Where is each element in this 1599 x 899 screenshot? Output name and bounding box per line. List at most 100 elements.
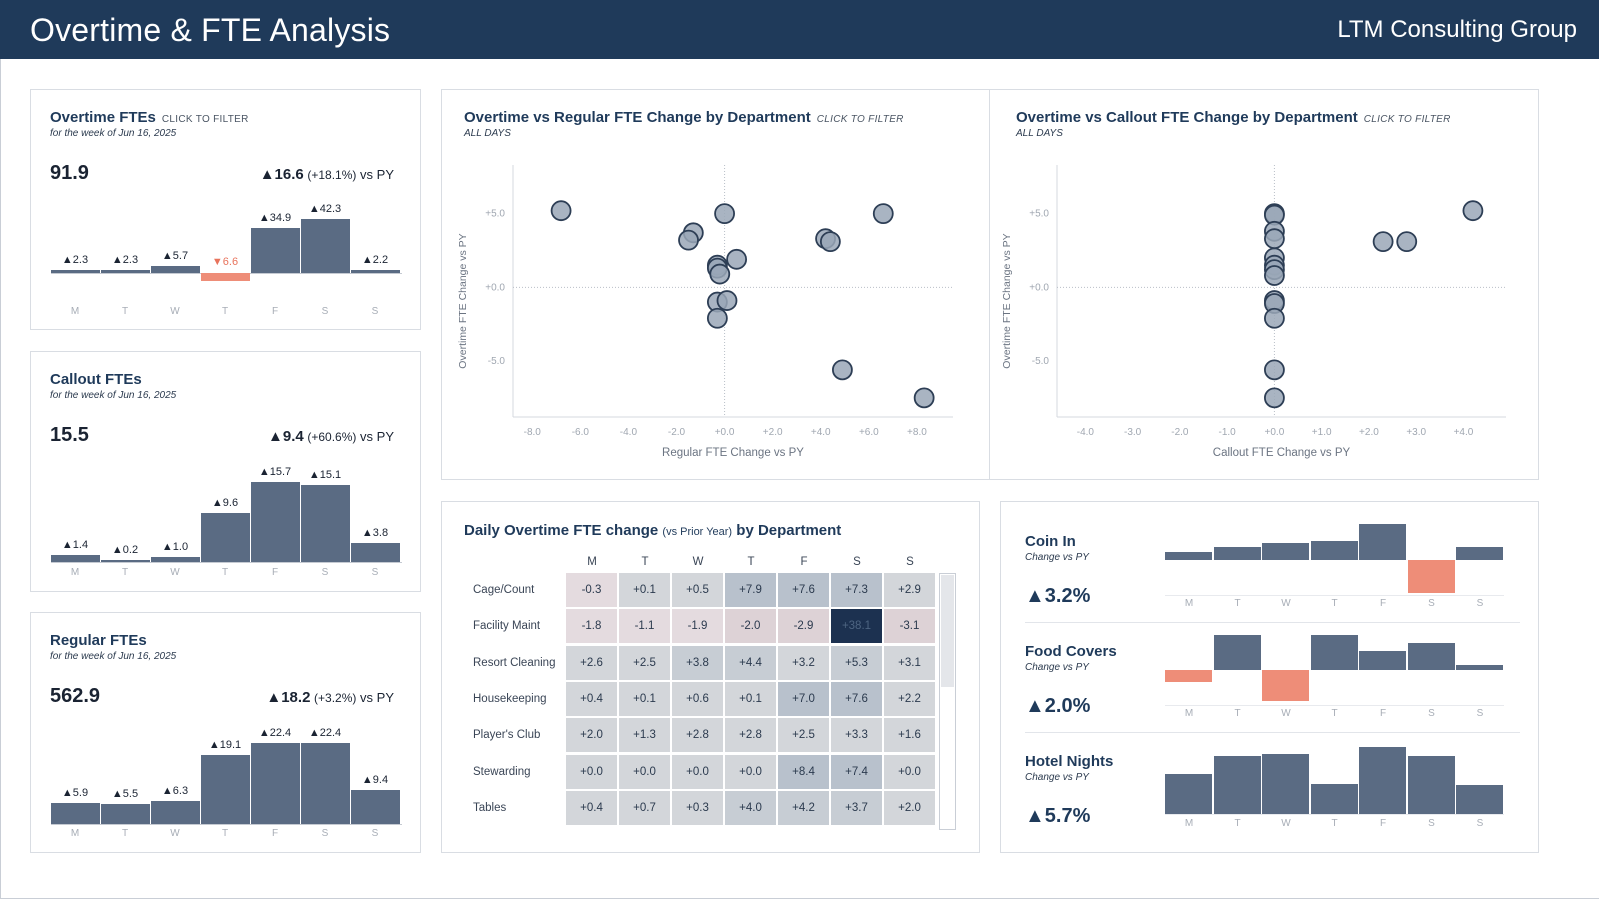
day-bar[interactable] (201, 273, 250, 282)
department-point[interactable] (714, 203, 735, 225)
heatmap-cell[interactable]: +0.1 (619, 573, 671, 608)
day-bar[interactable] (201, 513, 250, 562)
day-bar[interactable] (301, 743, 350, 824)
heatmap-cell[interactable]: +0.7 (619, 790, 671, 826)
kpi-day-bar[interactable] (1213, 546, 1261, 560)
day-bar[interactable] (101, 560, 150, 562)
department-point[interactable] (1264, 265, 1285, 286)
day-bar[interactable] (51, 554, 100, 562)
scatter-regular-plot[interactable]: -8.0 -6.0 -4.0 -2.0 +0.0 +2.0 +4.0 +6.0 +8.0 +5.0… (442, 90, 991, 481)
department-point[interactable] (819, 231, 841, 253)
heatmap-cell[interactable]: -0.3 (566, 573, 618, 608)
kpi-day-bar[interactable] (1310, 540, 1358, 560)
heatmap-cell[interactable]: +3.2 (778, 645, 830, 681)
day-bar[interactable] (251, 228, 300, 273)
heatmap-cell[interactable]: +2.0 (566, 718, 618, 754)
department-point[interactable] (726, 248, 748, 270)
department-point[interactable] (1264, 307, 1285, 329)
kpi-day-bar[interactable] (1310, 635, 1358, 670)
kpi-day-bar[interactable] (1165, 551, 1212, 560)
heatmap-cell[interactable]: +7.0 (778, 681, 830, 717)
department-point[interactable] (872, 203, 894, 225)
scatter-callout-card[interactable]: Overtime vs Callout FTE Change by Depart… (989, 89, 1539, 480)
day-bar[interactable] (351, 270, 400, 273)
heatmap-cell[interactable]: +0.4 (566, 790, 618, 826)
department-point[interactable] (1264, 228, 1285, 250)
heatmap-cell[interactable]: +7.3 (831, 573, 883, 608)
department-point[interactable] (1372, 231, 1394, 253)
day-bar[interactable] (101, 270, 150, 273)
kpi-day-bar[interactable] (1359, 747, 1406, 814)
day-bar[interactable] (301, 218, 350, 273)
day-bar[interactable] (151, 265, 200, 273)
day-bar[interactable] (151, 801, 200, 824)
kpi-day-bar[interactable] (1310, 784, 1358, 814)
kpi-day-bar[interactable] (1456, 785, 1503, 814)
kpi-day-bar[interactable] (1262, 754, 1309, 814)
heatmap-cell[interactable]: +4.0 (725, 790, 777, 826)
heatmap-cell[interactable]: +0.3 (672, 790, 724, 826)
department-point[interactable] (1264, 359, 1285, 381)
kpi-day-bar[interactable] (1456, 664, 1503, 670)
department-point[interactable] (1462, 200, 1484, 222)
department-point[interactable] (831, 359, 853, 381)
heatmap-cell[interactable]: +1.6 (884, 718, 936, 754)
heatmap-cell[interactable]: +0.0 (566, 754, 618, 790)
kpi-day-bar[interactable] (1262, 543, 1309, 560)
heatmap-scrollbar[interactable] (939, 573, 956, 830)
scatter-regular-card[interactable]: Overtime vs Regular FTE Change by Depart… (441, 89, 990, 480)
department-point[interactable] (550, 200, 572, 222)
heatmap-cell[interactable]: +4.2 (778, 790, 830, 826)
heatmap-cell[interactable]: +0.0 (725, 754, 777, 790)
heatmap-cell[interactable]: -1.1 (619, 609, 671, 645)
heatmap-cell[interactable]: +3.8 (672, 645, 724, 681)
heatmap-cell[interactable]: +0.4 (566, 681, 618, 717)
heatmap-cell[interactable]: +0.1 (725, 681, 777, 717)
department-point[interactable] (913, 387, 935, 409)
day-bar[interactable] (251, 481, 300, 562)
heatmap-cell[interactable]: +3.7 (831, 790, 883, 826)
heatmap-cell[interactable]: +4.4 (725, 645, 777, 681)
heatmap-cell[interactable]: +0.0 (884, 754, 936, 790)
heatmap-cell[interactable]: +2.0 (884, 790, 936, 826)
callout-fte-card[interactable]: Callout FTEs for the week of Jun 16, 202… (30, 351, 421, 592)
heatmap-cell[interactable]: -1.8 (566, 609, 618, 645)
day-bar[interactable] (251, 743, 300, 824)
kpi-day-bar[interactable] (1213, 635, 1261, 670)
heatmap-cell[interactable]: +2.5 (778, 718, 830, 754)
heatmap-cell[interactable]: +2.8 (672, 718, 724, 754)
day-bar[interactable] (351, 542, 400, 562)
heatmap-cell[interactable]: +7.4 (831, 754, 883, 790)
overtime-fte-card[interactable]: Overtime FTEs CLICK TO FILTER for the wee… (30, 89, 421, 330)
heatmap-cell[interactable]: +7.6 (778, 573, 830, 608)
department-point[interactable] (678, 229, 699, 251)
heatmap-cell[interactable]: +0.1 (619, 681, 671, 717)
day-bar[interactable] (201, 755, 250, 824)
heatmap-cell[interactable]: +0.0 (619, 754, 671, 790)
day-bar[interactable] (51, 270, 100, 273)
kpi-day-bar[interactable] (1165, 670, 1212, 682)
heatmap-cell[interactable]: -3.1 (884, 609, 936, 645)
heatmap-cell[interactable]: +0.5 (672, 573, 724, 608)
day-bar[interactable] (151, 556, 200, 562)
heatmap-cell[interactable]: +2.6 (566, 645, 618, 681)
heatmap-cell[interactable]: +5.3 (831, 645, 883, 681)
kpi-day-bar[interactable] (1165, 774, 1212, 814)
kpi-day-bar[interactable] (1456, 546, 1503, 560)
heatmap-cell[interactable]: +2.2 (884, 681, 936, 717)
heatmap-cell[interactable]: +8.4 (778, 754, 830, 790)
heatmap-scroll-thumb[interactable] (941, 575, 954, 687)
heatmap-cell[interactable]: +7.6 (831, 681, 883, 717)
heatmap-cell[interactable]: +1.3 (619, 718, 671, 754)
heatmap-cell[interactable]: +2.5 (619, 645, 671, 681)
regular-fte-card[interactable]: Regular FTEs for the week of Jun 16, 202… (30, 612, 421, 853)
heatmap-cell[interactable]: -2.0 (725, 609, 777, 645)
heatmap-cell[interactable]: +7.9 (725, 573, 777, 608)
department-point[interactable] (716, 290, 738, 311)
department-point[interactable] (1264, 387, 1285, 409)
kpi-day-bar[interactable] (1407, 756, 1455, 814)
day-bar[interactable] (301, 484, 350, 562)
heatmap-cell[interactable]: +3.3 (831, 718, 883, 754)
heatmap-cell[interactable]: -1.9 (672, 609, 724, 645)
heatmap-cell[interactable]: +0.0 (672, 754, 724, 790)
